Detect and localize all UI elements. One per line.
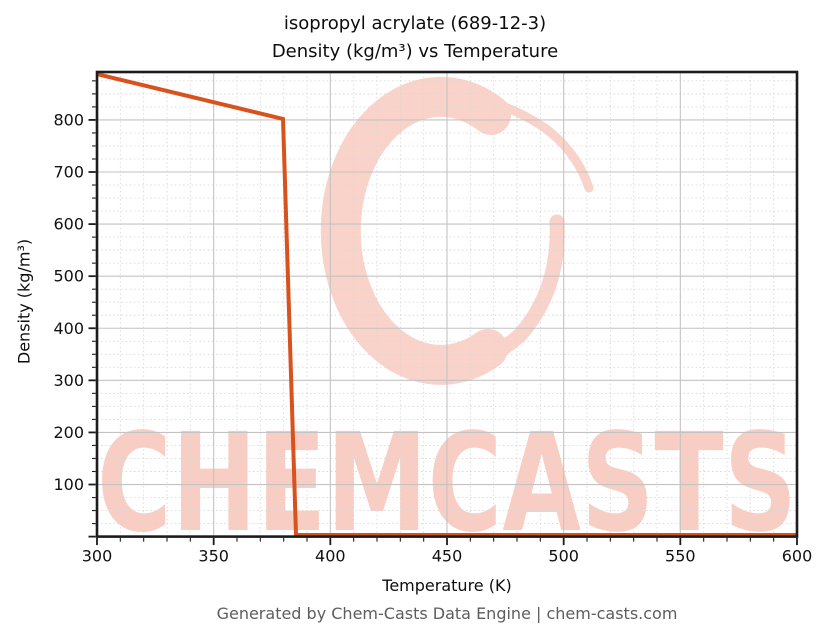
watermark-logo-swoosh-top	[385, 91, 594, 193]
watermark-logo-swoosh-right	[452, 214, 565, 376]
y-axis-label: Density (kg/m³)	[14, 238, 34, 365]
density-curve	[96, 72, 797, 537]
chart-title: isopropyl acrylate (689-12-3) Density (k…	[0, 10, 830, 66]
y-tick-label: 300	[53, 371, 84, 390]
y-tick-label: 700	[53, 163, 84, 182]
y-tick-label: 400	[53, 319, 84, 338]
chart-title-line1: isopropyl acrylate (689-12-3)	[283, 13, 547, 34]
y-tick-label: 100	[53, 475, 84, 494]
footer-caption: Generated by Chem-Casts Data Engine | ch…	[216, 604, 678, 623]
x-tick-label: 300	[82, 547, 113, 566]
y-tick-label: 500	[53, 267, 84, 286]
y-tick-label: 600	[53, 215, 84, 234]
x-tick-label: 350	[198, 547, 229, 566]
y-tick-label: 800	[53, 110, 84, 129]
x-tick-label: 600	[782, 547, 813, 566]
x-tick-label: 550	[665, 547, 696, 566]
x-axis-label: Temperature (K)	[382, 576, 512, 595]
x-tick-label: 400	[315, 547, 346, 566]
watermark-logo-ring	[320, 76, 511, 385]
x-tick-label: 500	[548, 547, 579, 566]
plot-border	[95, 70, 799, 538]
x-tick-label: 450	[432, 547, 463, 566]
y-tick-label: 200	[53, 423, 84, 442]
chart-title-line2: Density (kg/m³) vs Temperature	[271, 41, 559, 62]
